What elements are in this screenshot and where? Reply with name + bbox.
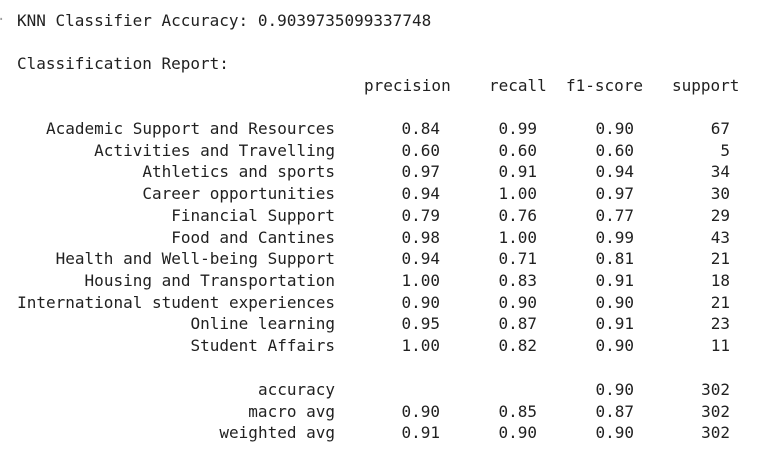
support-value: 43 [710, 227, 730, 247]
header-support: support [672, 76, 740, 95]
support-value: 23 [710, 314, 730, 334]
f1-score-value: 0.87 [595, 401, 634, 421]
f1-score-value: 0.81 [595, 249, 634, 269]
precision-value: 1.00 [401, 270, 440, 290]
support-value: 34 [710, 162, 730, 182]
recall-value: 0.60 [498, 140, 537, 160]
recall-value: 0.99 [498, 119, 537, 138]
precision-value: 0.94 [401, 184, 440, 204]
class-label: Athletics and sports [142, 162, 335, 182]
recall-value: 0.83 [498, 270, 537, 290]
support-value: 67 [710, 119, 730, 138]
f1-score-value: 0.90 [595, 380, 634, 399]
recall-value: 0.91 [498, 162, 537, 182]
precision-value: 0.79 [401, 205, 440, 225]
class-label: Activities and Travelling [94, 140, 335, 160]
class-label: Career opportunities [142, 184, 335, 204]
recall-value: 0.85 [498, 401, 537, 421]
summary-label: accuracy [257, 380, 335, 399]
support-value: 302 [701, 401, 730, 421]
support-value: 21 [710, 292, 730, 312]
class-label: Student Affairs [190, 336, 336, 355]
class-label: Academic Support and Resources [46, 119, 335, 138]
precision-value: 0.60 [401, 140, 440, 160]
precision-value: 0.90 [401, 292, 440, 312]
support-value: 30 [710, 184, 730, 204]
class-label: Financial Support [171, 205, 335, 225]
class-label: Food and Cantines [171, 227, 335, 247]
precision-value: 0.94 [401, 249, 440, 269]
precision-value: 0.98 [401, 227, 440, 247]
f1-score-value: 0.99 [595, 227, 634, 247]
recall-value: 1.00 [498, 227, 537, 247]
output-edge-marker: · [0, 10, 5, 30]
support-value: 11 [710, 336, 730, 355]
precision-value: 0.97 [401, 162, 440, 182]
recall-value: 0.76 [498, 205, 537, 225]
summary-label: weighted avg [219, 423, 335, 443]
recall-value: 0.87 [498, 314, 537, 334]
accuracy-line: KNN Classifier Accuracy: 0.9039735099337… [17, 11, 432, 30]
f1-score-value: 0.90 [595, 423, 634, 443]
precision-value: 0.84 [401, 119, 440, 138]
support-value: 5 [720, 140, 730, 160]
f1-score-value: 0.90 [595, 119, 634, 138]
f1-score-value: 0.90 [595, 336, 634, 355]
precision-value: 0.95 [401, 314, 440, 334]
support-value: 29 [710, 205, 730, 225]
precision-value: 0.91 [401, 423, 440, 443]
header-f1-score: f1-score [566, 76, 644, 95]
header-recall: recall [489, 76, 547, 95]
support-value: 302 [701, 380, 730, 399]
recall-value: 0.90 [498, 423, 537, 443]
class-label: International student experiences [17, 292, 335, 312]
support-value: 18 [710, 270, 730, 290]
f1-score-value: 0.91 [595, 270, 634, 290]
support-value: 21 [710, 249, 730, 269]
recall-value: 0.82 [498, 336, 537, 355]
f1-score-value: 0.91 [595, 314, 634, 334]
f1-score-value: 0.90 [595, 292, 634, 312]
recall-value: 1.00 [498, 184, 537, 204]
class-label: Online learning [190, 314, 336, 334]
class-label: Housing and Transportation [84, 270, 335, 290]
report-title: Classification Report: [17, 54, 229, 73]
recall-value: 0.90 [498, 292, 537, 312]
f1-score-value: 0.77 [595, 205, 634, 225]
header-precision: precision [364, 76, 451, 95]
f1-score-value: 0.97 [595, 184, 634, 204]
f1-score-value: 0.60 [595, 140, 634, 160]
f1-score-value: 0.94 [595, 162, 634, 182]
precision-value: 1.00 [401, 336, 440, 355]
class-label: Health and Well-being Support [55, 249, 335, 269]
summary-label: macro avg [248, 401, 335, 421]
recall-value: 0.71 [498, 249, 537, 269]
support-value: 302 [701, 423, 730, 443]
precision-value: 0.90 [401, 401, 440, 421]
